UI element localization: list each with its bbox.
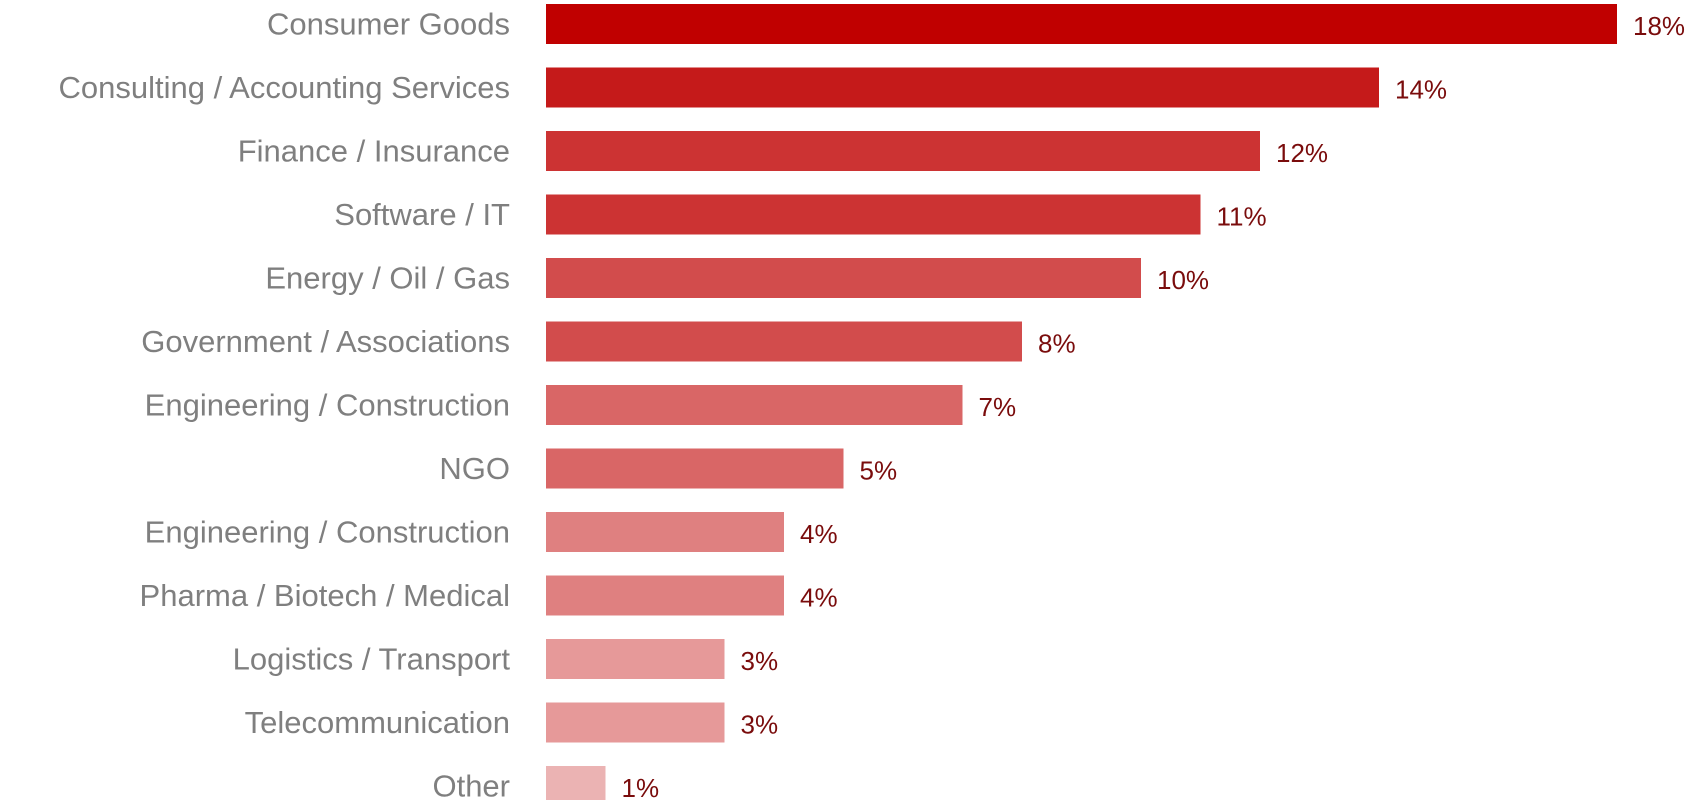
value-label: 4% (800, 583, 838, 613)
bar-1 (546, 67, 1379, 108)
bar-2 (546, 131, 1260, 171)
value-label: 4% (800, 519, 838, 549)
category-label: Engineering / Construction (145, 388, 510, 423)
category-label: NGO (439, 451, 510, 486)
bar-10 (546, 639, 725, 679)
category-label: Other (432, 769, 510, 800)
bar-4 (546, 258, 1141, 298)
category-label: Consulting / Accounting Services (59, 70, 510, 105)
bar-12 (546, 766, 606, 800)
value-label: 5% (860, 456, 898, 486)
bar-9 (546, 575, 784, 616)
value-label: 18% (1633, 11, 1685, 41)
bar-3 (546, 194, 1201, 235)
category-label: Pharma / Biotech / Medical (140, 578, 510, 613)
value-label: 3% (741, 710, 779, 740)
value-label: 12% (1276, 138, 1328, 168)
category-label: Finance / Insurance (238, 134, 510, 169)
value-label: 8% (1038, 329, 1076, 359)
value-label: 7% (979, 392, 1017, 422)
value-label: 11% (1217, 202, 1267, 232)
bar-0 (546, 4, 1617, 44)
bar-8 (546, 512, 784, 552)
bar-11 (546, 702, 725, 743)
category-label: Energy / Oil / Gas (265, 261, 510, 296)
bar-7 (546, 448, 844, 489)
value-label: 1% (622, 773, 660, 800)
category-label: Engineering / Construction (145, 515, 510, 550)
bar-6 (546, 385, 963, 425)
value-label: 14% (1395, 75, 1447, 105)
bar-5 (546, 321, 1022, 362)
category-label: Logistics / Transport (233, 642, 511, 677)
category-label: Telecommunication (245, 705, 510, 740)
category-label: Consumer Goods (267, 7, 510, 42)
value-label: 3% (741, 646, 779, 676)
category-label: Government / Associations (141, 324, 510, 359)
value-label: 10% (1157, 265, 1209, 295)
category-label: Software / IT (334, 197, 510, 232)
